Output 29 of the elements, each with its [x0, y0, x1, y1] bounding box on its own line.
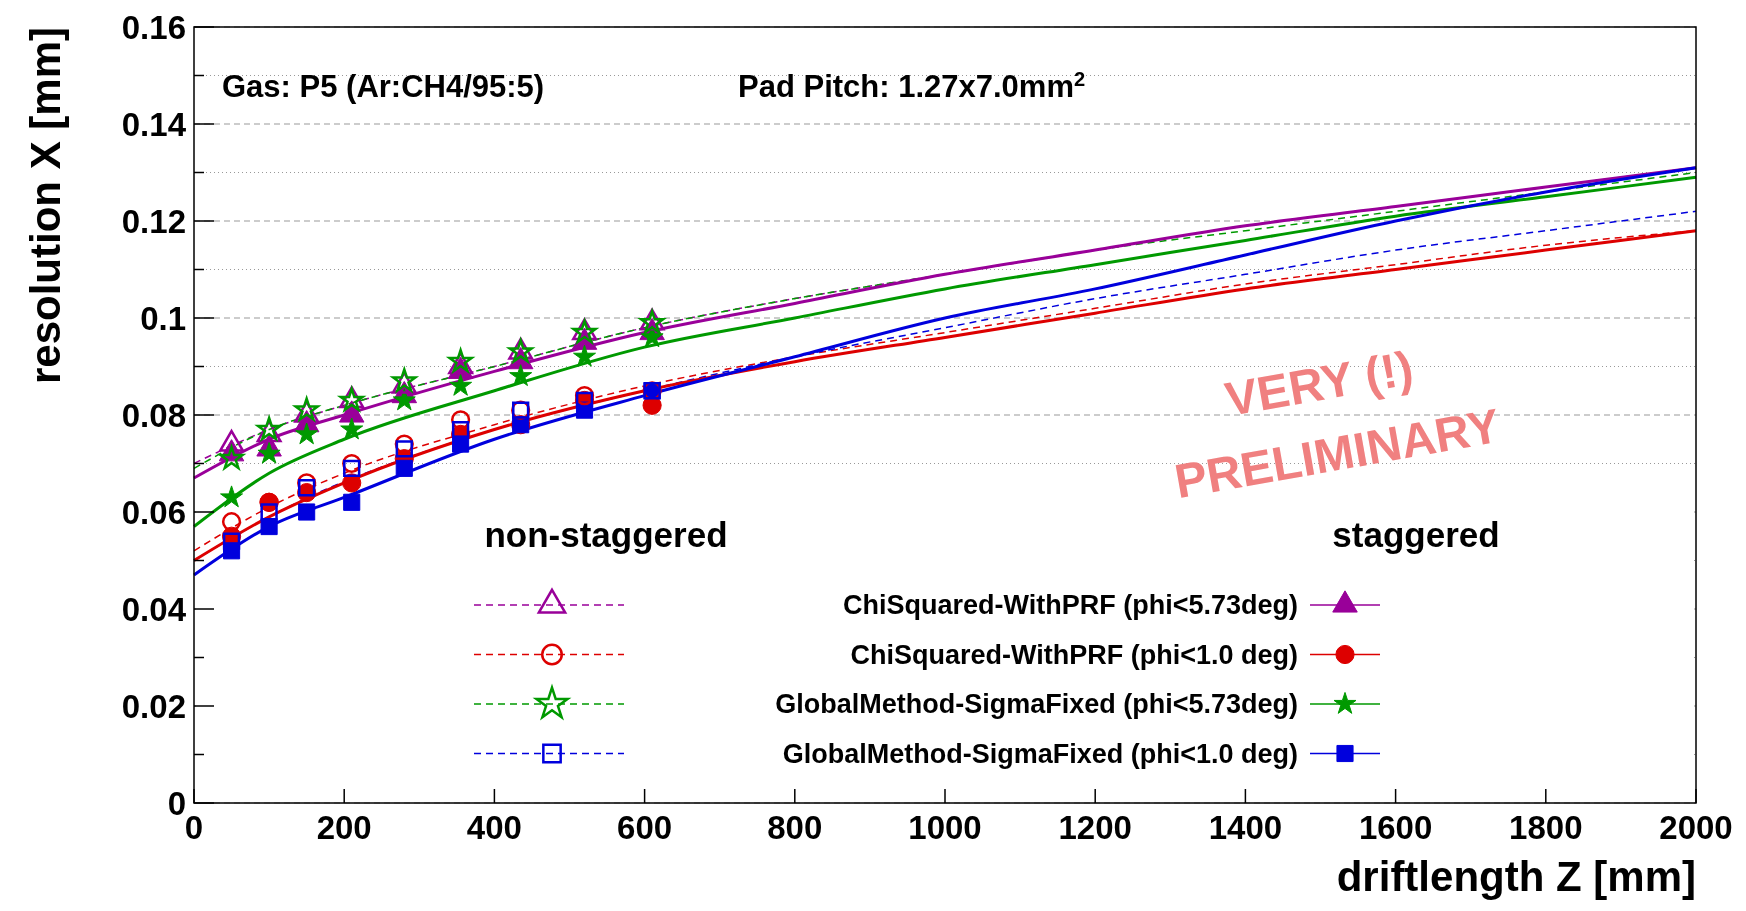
x-tick-label: 600 [617, 809, 673, 846]
y-tick-label: 0.08 [121, 396, 186, 434]
y-tick-label: 0 [167, 784, 186, 822]
legend-label: GlobalMethod-SigmaFixed (phi<5.73deg) [775, 689, 1298, 720]
x-tick-label: 200 [316, 809, 372, 846]
x-axis-title: driftlength Z [mm] [1336, 853, 1696, 900]
legend-label: ChiSquared-WithPRF (phi<1.0 deg) [850, 639, 1298, 670]
y-tick-label: 0.04 [121, 590, 187, 628]
x-tick-label: 400 [466, 809, 522, 846]
x-tick-label: 800 [767, 809, 823, 846]
y-tick-label: 0.02 [121, 687, 186, 725]
x-tick-label: 1800 [1509, 809, 1583, 846]
x-tick-label: 1400 [1208, 809, 1283, 846]
x-tick-label: 1600 [1358, 809, 1433, 846]
annotation: staggered [1332, 515, 1500, 554]
y-tick-label: 0.14 [121, 105, 187, 143]
y-tick-label: 0.1 [140, 299, 186, 337]
y-tick-label: 0.12 [121, 202, 186, 240]
x-tick-label: 2000 [1659, 809, 1733, 846]
y-tick-label: 0.16 [121, 8, 186, 46]
legend-label: GlobalMethod-SigmaFixed (phi<1.0 deg) [782, 738, 1298, 769]
y-tick-label: 0.06 [121, 493, 186, 531]
legend-title: non-staggered [484, 515, 728, 554]
x-tick-label: 1200 [1058, 809, 1132, 846]
y-axis-title: resolution X [mm] [22, 27, 69, 385]
legend-label: ChiSquared-WithPRF (phi<5.73deg) [842, 590, 1298, 621]
x-tick-label: 1000 [908, 809, 982, 846]
annotation: Gas: P5 (Ar:CH4/95:5) [222, 69, 545, 104]
annotation: Pad Pitch: 1.27x7.0mm$^{2}$ [738, 68, 1086, 104]
